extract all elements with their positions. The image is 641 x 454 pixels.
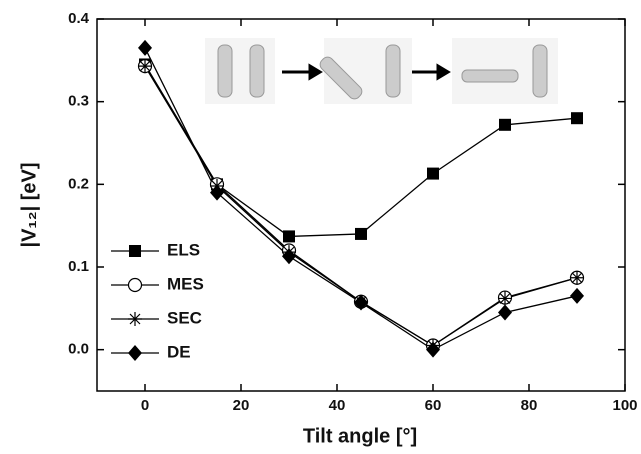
x-tick-label: 0 — [141, 397, 149, 414]
data-point — [427, 167, 439, 180]
legend-label: MES — [167, 274, 204, 293]
data-point — [138, 39, 152, 56]
x-tick-label: 80 — [521, 397, 538, 414]
y-tick-label: 0.1 — [68, 258, 89, 275]
legend-marker — [127, 277, 143, 293]
y-tick-label: 0.2 — [68, 175, 89, 192]
data-point — [498, 304, 512, 321]
data-point — [138, 59, 152, 74]
legend-marker — [129, 245, 141, 257]
data-point — [210, 184, 224, 201]
plot-frame — [96, 18, 626, 392]
y-tick-label: 0.3 — [68, 93, 89, 110]
data-point — [570, 287, 584, 304]
legend-label: SEC — [167, 308, 202, 327]
data-point — [354, 294, 368, 311]
data-point — [499, 118, 511, 131]
legend-marker — [128, 312, 142, 326]
x-tick-label: 100 — [612, 397, 637, 414]
data-point — [571, 112, 583, 125]
data-point — [426, 341, 440, 358]
data-point — [570, 270, 584, 285]
inset-arrows — [282, 63, 451, 81]
legend-label: DE — [167, 342, 191, 361]
data-point — [283, 230, 295, 243]
legend-label: ELS — [167, 240, 200, 259]
y-axis-label: |V₁₂| [eV] — [18, 162, 40, 247]
data-point — [498, 291, 512, 306]
legend-marker — [128, 345, 142, 361]
inset-image — [205, 38, 558, 104]
y-tick-label: 0.4 — [68, 10, 90, 27]
y-tick-label: 0.0 — [68, 341, 89, 358]
x-axis-label: Tilt angle [°] — [303, 425, 417, 447]
data-point — [355, 227, 367, 240]
x-tick-label: 20 — [233, 397, 250, 414]
x-tick-label: 60 — [425, 397, 442, 414]
x-tick-label: 40 — [329, 397, 346, 414]
data-point — [282, 248, 296, 265]
